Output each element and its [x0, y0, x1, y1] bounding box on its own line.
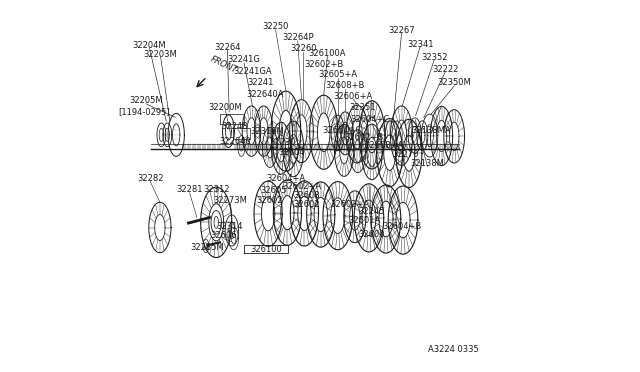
Text: 32270: 32270 — [392, 150, 419, 159]
Text: 32282: 32282 — [137, 174, 163, 183]
Text: 32285M: 32285M — [190, 243, 224, 251]
Text: 32604: 32604 — [278, 148, 305, 157]
Text: 32352: 32352 — [421, 52, 447, 61]
Text: 32604+A: 32604+A — [266, 174, 305, 183]
Text: 32281: 32281 — [176, 185, 203, 194]
Text: 32241GA: 32241GA — [233, 67, 272, 76]
Text: 32230: 32230 — [269, 138, 296, 147]
Text: 32606+A: 32606+A — [333, 92, 373, 101]
Text: 32351: 32351 — [349, 103, 376, 112]
Text: 32245: 32245 — [358, 207, 385, 216]
Text: 322640A: 322640A — [246, 90, 284, 99]
Text: 32222: 32222 — [432, 65, 458, 74]
Text: 32602+B: 32602+B — [344, 132, 383, 142]
Text: 32604+B: 32604+B — [382, 222, 421, 231]
Text: 32241G: 32241G — [228, 55, 260, 64]
Text: 32200M: 32200M — [209, 103, 243, 112]
Text: 32608+B: 32608+B — [326, 81, 365, 90]
Text: 32138MA: 32138MA — [412, 126, 451, 135]
Text: 32260: 32260 — [290, 44, 317, 53]
Text: 32267: 32267 — [388, 26, 415, 35]
Text: 32604+C: 32604+C — [351, 115, 390, 124]
Text: 32602: 32602 — [294, 200, 320, 209]
Text: 32602+A: 32602+A — [283, 182, 322, 190]
Text: 32606: 32606 — [211, 231, 237, 240]
Text: A3224 0335: A3224 0335 — [428, 345, 479, 354]
Text: 32602+B: 32602+B — [304, 60, 343, 69]
Text: 32601A: 32601A — [348, 216, 381, 225]
Text: FRONT: FRONT — [209, 55, 239, 75]
Text: [1194-0295]: [1194-0295] — [118, 108, 170, 116]
Text: 32205M: 32205M — [129, 96, 163, 105]
Text: 32602: 32602 — [257, 196, 284, 205]
Text: 32608+A: 32608+A — [364, 141, 403, 150]
Text: 32273M: 32273M — [213, 196, 247, 205]
Text: 32138M: 32138M — [410, 159, 444, 168]
Text: 32312: 32312 — [204, 185, 230, 194]
Text: 32241: 32241 — [248, 78, 274, 87]
Text: 32314: 32314 — [216, 222, 243, 231]
Text: 32605+A: 32605+A — [318, 70, 357, 79]
Text: 32604+C: 32604+C — [323, 126, 362, 135]
Text: 32204M: 32204M — [132, 41, 166, 50]
Text: 32341: 32341 — [407, 40, 433, 49]
Text: 322640: 322640 — [220, 137, 252, 146]
Text: 32605: 32605 — [260, 186, 287, 195]
Text: 32264P: 32264P — [282, 33, 314, 42]
Text: 32203M: 32203M — [144, 50, 177, 59]
Text: 326100: 326100 — [250, 244, 282, 253]
Text: 32264: 32264 — [214, 42, 241, 51]
Text: 32350M: 32350M — [437, 78, 471, 87]
Text: 32602+A: 32602+A — [330, 200, 369, 209]
Text: 32608: 32608 — [294, 191, 321, 200]
Text: 32250: 32250 — [262, 22, 289, 31]
Text: 32310M: 32310M — [250, 127, 284, 137]
Text: 326100A: 326100A — [308, 49, 346, 58]
Text: 32248: 32248 — [221, 122, 248, 131]
Text: 32600: 32600 — [358, 230, 385, 239]
